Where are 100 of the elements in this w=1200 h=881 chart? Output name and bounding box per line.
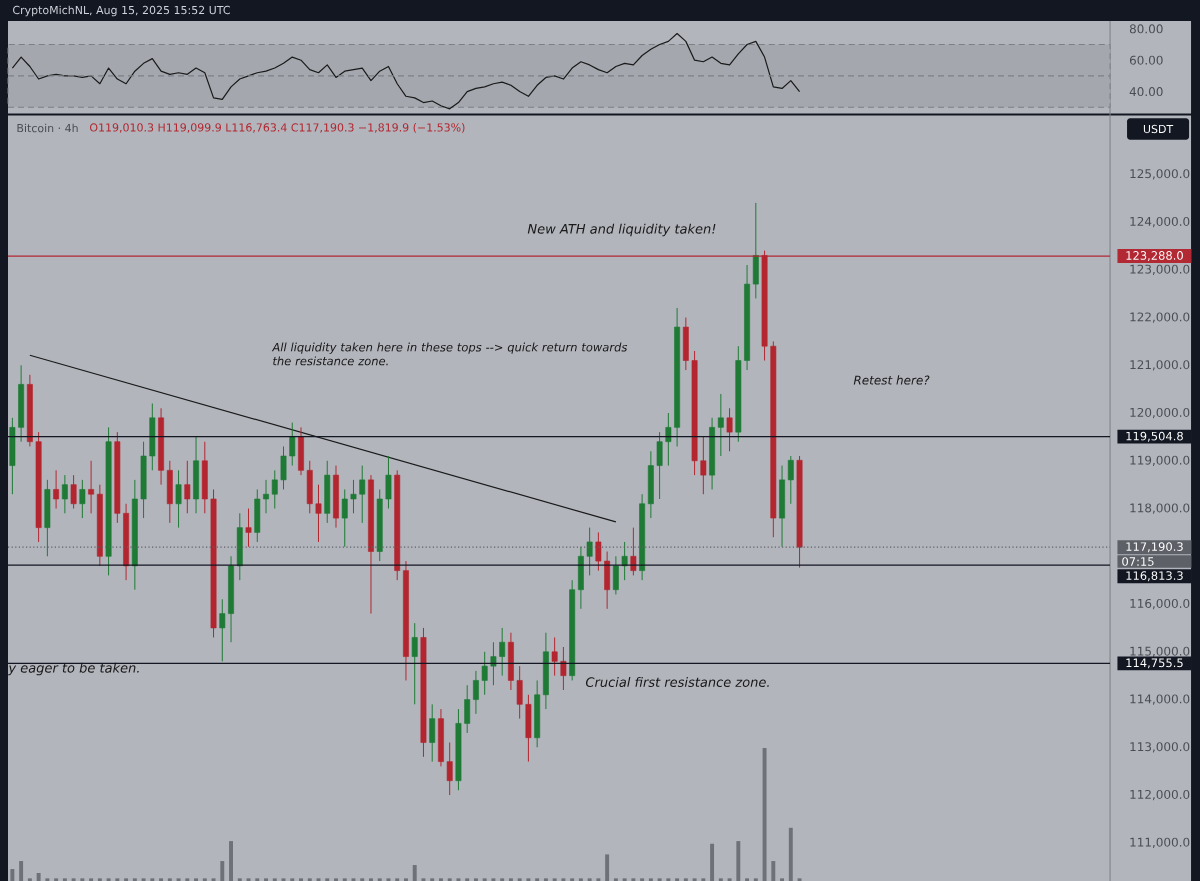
candlestick [665, 412, 672, 467]
ref-line-label: 123,288.0 [1126, 251, 1183, 261]
candlestick [700, 436, 707, 495]
bar [666, 878, 671, 881]
y-axis-title: USDT [1143, 124, 1174, 134]
bar [115, 878, 120, 881]
bar [578, 878, 583, 881]
candlestick [499, 627, 506, 677]
bar [745, 878, 750, 881]
ref-line-label: 119,504.8 [1126, 431, 1183, 442]
y-tick-label: 122,000.0 [1130, 312, 1190, 323]
candlestick [560, 646, 567, 691]
bar [167, 878, 172, 881]
bar [360, 878, 365, 881]
bar [36, 873, 41, 881]
bar [342, 878, 347, 881]
bar [517, 878, 522, 881]
bar [246, 878, 251, 881]
bar [605, 854, 610, 881]
bar [438, 878, 443, 881]
bar [97, 878, 102, 881]
bar [220, 861, 225, 881]
bar [237, 878, 242, 881]
bar [132, 878, 137, 881]
candlestick [656, 431, 663, 500]
bar [386, 878, 391, 881]
bar [159, 878, 164, 881]
bar [255, 878, 260, 881]
bar [377, 878, 382, 881]
bar [351, 878, 356, 881]
bar [797, 878, 802, 881]
ref-line-label: 116,813.3 [1126, 571, 1183, 582]
bar [780, 878, 785, 881]
y-tick-label: 40.00 [1129, 87, 1163, 97]
bar [508, 878, 513, 881]
bar [622, 878, 627, 881]
bar [631, 878, 636, 881]
bar [657, 878, 662, 881]
y-tick-label: 120,000.0 [1130, 407, 1190, 419]
bar [535, 878, 540, 881]
candlestick [175, 469, 182, 529]
annotation: All liquidity taken here in these tops --> quick return towards the resistance zone. [271, 342, 628, 366]
bar [736, 841, 741, 881]
chart-subtitle: O119,010.3 H119,099.9 L116,763.4 C117,190.3 −1,819.9 (−1.53%) [90, 123, 465, 133]
bar [491, 878, 496, 881]
bar [683, 878, 688, 881]
bar [229, 841, 233, 881]
candlestick [516, 665, 523, 720]
bar [10, 869, 15, 881]
candlestick [88, 460, 95, 514]
candlestick [219, 598, 226, 662]
candlestick [70, 474, 77, 510]
bar [124, 878, 129, 881]
bar [692, 878, 697, 881]
candlestick [473, 670, 479, 715]
chart-title: Bitcoin · 4h [17, 123, 78, 133]
candlestick [271, 469, 278, 510]
bar [334, 878, 338, 881]
y-tick-label: 124,000.0 [1130, 216, 1190, 228]
bar [272, 878, 277, 881]
y-tick-label: 121,000.0 [1130, 360, 1190, 371]
candlestick [341, 488, 348, 548]
y-tick-label: 118,000.0 [1130, 503, 1190, 514]
y-tick-label: 60.00 [1129, 55, 1163, 65]
bar [404, 878, 408, 881]
bar [500, 878, 505, 881]
bar [395, 878, 400, 881]
candlestick [464, 684, 471, 734]
y-tick-label: 113,000.0 [1130, 742, 1190, 753]
candlestick [79, 479, 86, 519]
bar [473, 878, 478, 881]
candlestick [53, 469, 60, 510]
bar [71, 878, 76, 881]
bar [211, 878, 216, 881]
ref-line-label: 114,755.5 [1126, 658, 1183, 669]
bar [456, 878, 461, 881]
bar [106, 878, 111, 881]
bar [27, 878, 32, 881]
bar [299, 878, 303, 881]
bar [264, 878, 268, 881]
bar [710, 843, 715, 881]
candlestick [726, 407, 733, 452]
bar [587, 878, 592, 881]
candlestick [61, 474, 68, 514]
bar [596, 878, 601, 881]
candlestick [245, 508, 252, 548]
bar [194, 878, 199, 881]
bar [762, 747, 767, 881]
candlestick [429, 703, 436, 763]
annotation: Crucial first resistance zone. [585, 676, 769, 688]
bar [281, 878, 286, 881]
bar [447, 878, 452, 881]
y-tick-label: 80.00 [1129, 24, 1163, 34]
bar [421, 878, 426, 881]
y-tick-label: 119,000.0 [1130, 455, 1190, 466]
candlestick [263, 479, 269, 514]
bar [430, 878, 435, 881]
candlestick [446, 742, 453, 796]
candlestick [630, 527, 637, 576]
annotation: Retest here? [853, 375, 930, 385]
